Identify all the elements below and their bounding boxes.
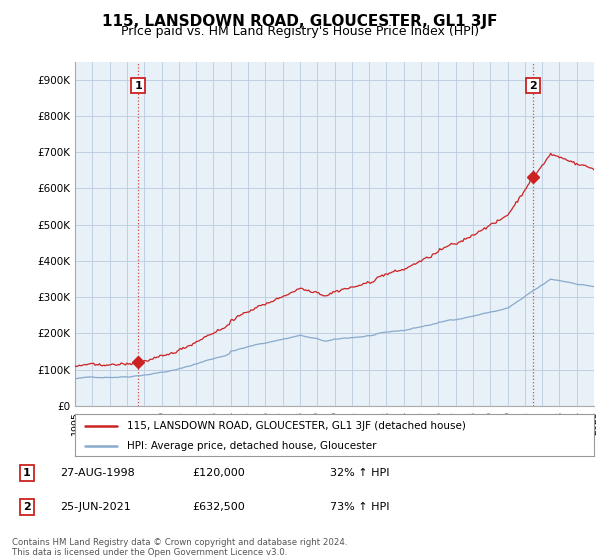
Text: 2: 2: [529, 81, 537, 91]
Text: 115, LANSDOWN ROAD, GLOUCESTER, GL1 3JF: 115, LANSDOWN ROAD, GLOUCESTER, GL1 3JF: [102, 14, 498, 29]
Text: 73% ↑ HPI: 73% ↑ HPI: [330, 502, 389, 512]
Text: 32% ↑ HPI: 32% ↑ HPI: [330, 468, 389, 478]
Text: HPI: Average price, detached house, Gloucester: HPI: Average price, detached house, Glou…: [127, 441, 376, 451]
Text: Contains HM Land Registry data © Crown copyright and database right 2024.
This d: Contains HM Land Registry data © Crown c…: [12, 538, 347, 557]
Text: £120,000: £120,000: [192, 468, 245, 478]
Text: 1: 1: [23, 468, 31, 478]
Text: £632,500: £632,500: [192, 502, 245, 512]
Text: 27-AUG-1998: 27-AUG-1998: [60, 468, 135, 478]
Text: 25-JUN-2021: 25-JUN-2021: [60, 502, 131, 512]
Text: 115, LANSDOWN ROAD, GLOUCESTER, GL1 3JF (detached house): 115, LANSDOWN ROAD, GLOUCESTER, GL1 3JF …: [127, 421, 466, 431]
Text: 1: 1: [134, 81, 142, 91]
Text: Price paid vs. HM Land Registry's House Price Index (HPI): Price paid vs. HM Land Registry's House …: [121, 25, 479, 38]
Text: 2: 2: [23, 502, 31, 512]
